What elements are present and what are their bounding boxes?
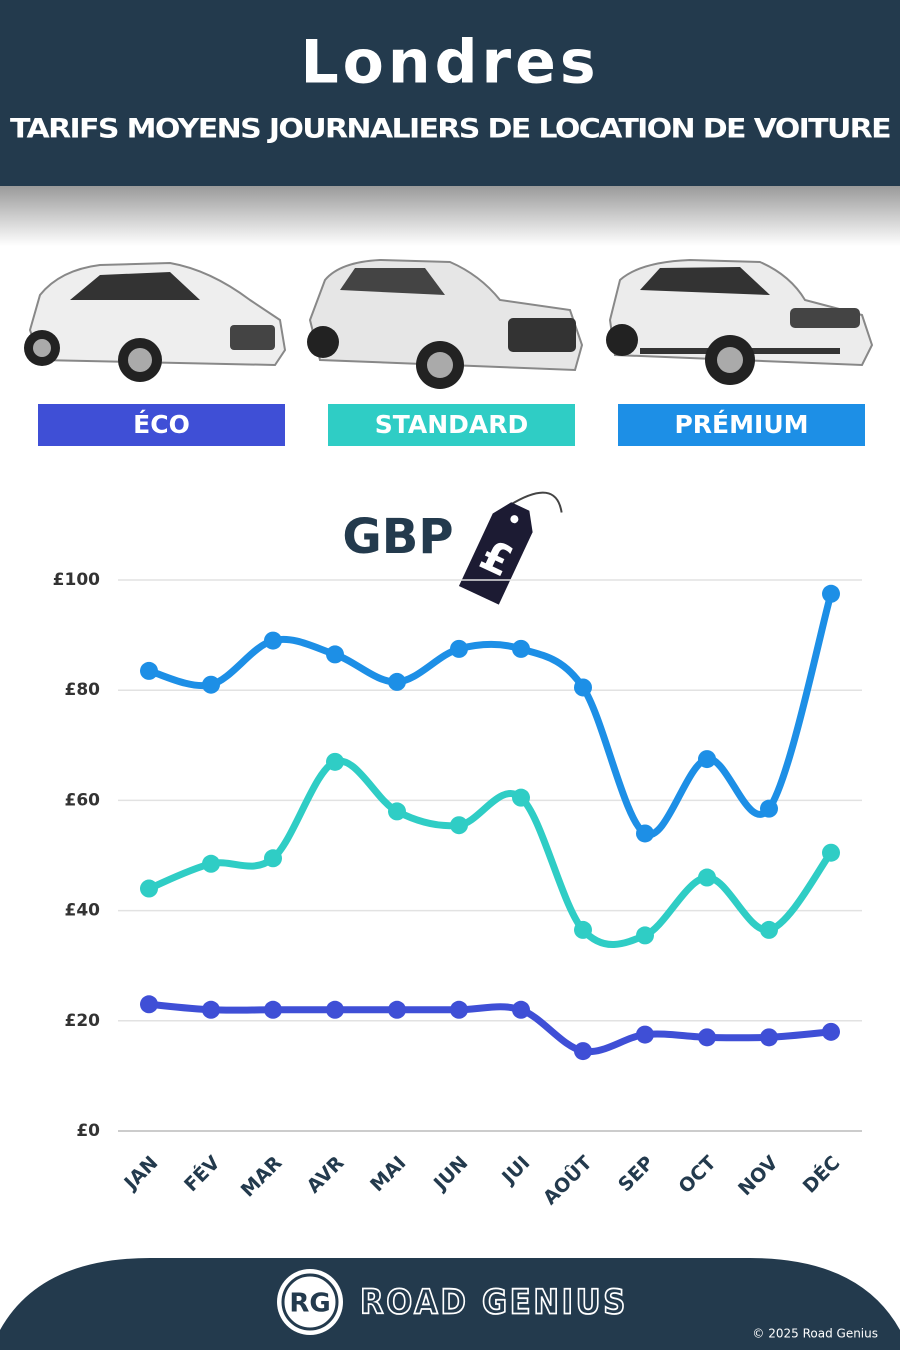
data-point <box>264 631 282 650</box>
data-point <box>636 1025 654 1044</box>
data-point <box>574 920 592 939</box>
data-point <box>822 584 840 603</box>
data-point <box>202 1000 220 1019</box>
data-point <box>388 1000 406 1019</box>
title: Londres <box>300 28 599 98</box>
data-point <box>388 672 406 691</box>
legend-label: STANDARD <box>375 410 529 439</box>
brand-name: ROAD GENIUS <box>360 1283 628 1323</box>
data-point <box>760 920 778 939</box>
brand-logo <box>277 1269 343 1335</box>
data-point <box>636 926 654 945</box>
data-point <box>264 849 282 868</box>
data-point <box>140 879 158 898</box>
data-point <box>698 750 716 769</box>
data-point <box>636 824 654 843</box>
data-point <box>326 1000 344 1019</box>
legend-swatch <box>38 404 285 446</box>
data-point <box>574 678 592 697</box>
data-point <box>326 645 344 664</box>
data-point <box>512 639 530 658</box>
currency-label: GBP <box>342 509 453 565</box>
footer <box>0 1258 900 1350</box>
data-point <box>822 1022 840 1041</box>
y-tick-label: £20 <box>65 1011 101 1031</box>
data-point <box>140 661 158 680</box>
data-point <box>574 1042 592 1061</box>
price-tag: £ <box>458 491 563 605</box>
car-standard <box>307 258 584 389</box>
car-eco <box>24 261 287 382</box>
data-point <box>450 816 468 835</box>
data-point <box>512 1000 530 1019</box>
brand-initials: RG <box>289 1289 330 1319</box>
data-point <box>512 788 530 807</box>
data-point <box>140 995 158 1014</box>
data-point <box>202 854 220 873</box>
legend-label: ÉCO <box>133 410 190 439</box>
copyright: © 2025 Road Genius <box>752 1327 878 1341</box>
data-point <box>264 1000 282 1019</box>
header-shadow <box>0 186 900 246</box>
data-point <box>760 1028 778 1047</box>
data-point <box>450 639 468 658</box>
legend-swatch <box>328 404 575 446</box>
data-point <box>760 799 778 818</box>
header <box>0 0 900 186</box>
y-tick-label: £60 <box>65 790 101 810</box>
data-point <box>326 752 344 771</box>
y-tick-label: £100 <box>53 570 100 590</box>
y-tick-label: £40 <box>65 901 101 921</box>
data-point <box>698 1028 716 1047</box>
y-tick-label: £0 <box>76 1121 100 1141</box>
legend: ÉCO STANDARD PRÉMIUM <box>38 404 865 446</box>
data-point <box>450 1000 468 1019</box>
subtitle: TARIFS MOYENS JOURNALIERS DE LOCATION DE… <box>10 114 890 145</box>
car-premium <box>606 258 874 385</box>
data-point <box>202 675 220 694</box>
brand-logo-ring <box>281 1273 339 1331</box>
y-tick-label: £80 <box>65 680 101 700</box>
legend-swatch <box>618 404 865 446</box>
data-point <box>822 843 840 862</box>
legend-label: PRÉMIUM <box>674 410 808 439</box>
data-point <box>388 802 406 821</box>
data-point <box>698 868 716 887</box>
